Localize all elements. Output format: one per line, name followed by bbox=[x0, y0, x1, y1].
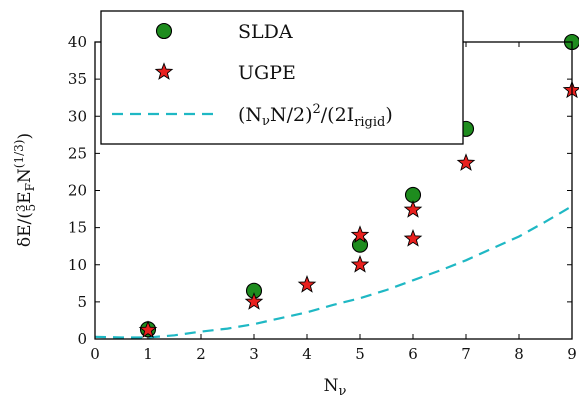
ugpe-point bbox=[350, 254, 370, 273]
y-tick-label: 10 bbox=[68, 256, 87, 274]
y-tick-label: 0 bbox=[77, 330, 87, 348]
ugpe-point bbox=[456, 153, 476, 171]
y-tick-label: 20 bbox=[68, 182, 87, 200]
legend: SLDA UGPE (NνN/2)2/(2Irigid) bbox=[100, 10, 464, 145]
y-tick-label: 15 bbox=[68, 219, 87, 237]
ugpe-point bbox=[403, 228, 423, 247]
legend-label-slda: SLDA bbox=[238, 21, 293, 43]
x-axis-title: Nν bbox=[324, 376, 347, 399]
ugpe-point bbox=[138, 320, 158, 338]
rigid-curve-line bbox=[94, 205, 573, 339]
ugpe-point bbox=[244, 292, 264, 310]
x-tick-label: 3 bbox=[249, 345, 259, 363]
ugpe-point bbox=[297, 275, 317, 293]
x-tick-label: 2 bbox=[196, 345, 206, 363]
x-tick-label: 9 bbox=[567, 345, 577, 363]
tick-labels: 0 1 2 3 4 5 6 7 8 9 0 5 10 15 20 25 30 35 40 bbox=[68, 33, 577, 363]
y-axis-title: δE/(35EFN(1/3)) bbox=[12, 133, 38, 247]
x-tick-label: 8 bbox=[514, 345, 524, 363]
x-tick-label: 0 bbox=[90, 345, 100, 363]
x-tick-label: 6 bbox=[408, 345, 418, 363]
legend-entry-ugpe: UGPE bbox=[154, 62, 296, 84]
y-tick-label: 5 bbox=[77, 293, 87, 311]
y-tick-label: 40 bbox=[68, 33, 87, 51]
ugpe-point bbox=[350, 225, 370, 243]
x-tick-label: 1 bbox=[143, 345, 153, 363]
legend-marker-ugpe bbox=[154, 62, 174, 80]
legend-marker-slda bbox=[155, 22, 173, 40]
y-tick-label: 30 bbox=[68, 107, 87, 125]
theory-curve-layer bbox=[94, 205, 573, 339]
y-tick-label: 35 bbox=[68, 70, 87, 88]
x-tick-label: 5 bbox=[355, 345, 365, 363]
ugpe-point bbox=[403, 200, 423, 218]
y-tick-label: 25 bbox=[68, 144, 87, 162]
x-tick-label: 7 bbox=[461, 345, 471, 363]
legend-entry-slda: SLDA bbox=[155, 21, 293, 43]
legend-label-ugpe: UGPE bbox=[238, 62, 296, 84]
slda-point bbox=[351, 236, 369, 253]
x-tick-label: 4 bbox=[302, 345, 312, 363]
